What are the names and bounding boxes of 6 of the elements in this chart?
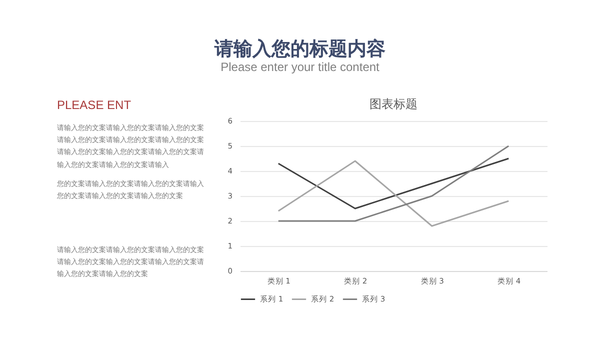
text: 请输入您的标题内容 [213, 37, 386, 62]
text: Please enter your title content [220, 60, 380, 74]
line-series [278, 158, 510, 210]
chart-title: 图表标题 [370, 97, 418, 111]
text: PLEASE ENT [57, 98, 132, 112]
line-series [278, 160, 510, 227]
